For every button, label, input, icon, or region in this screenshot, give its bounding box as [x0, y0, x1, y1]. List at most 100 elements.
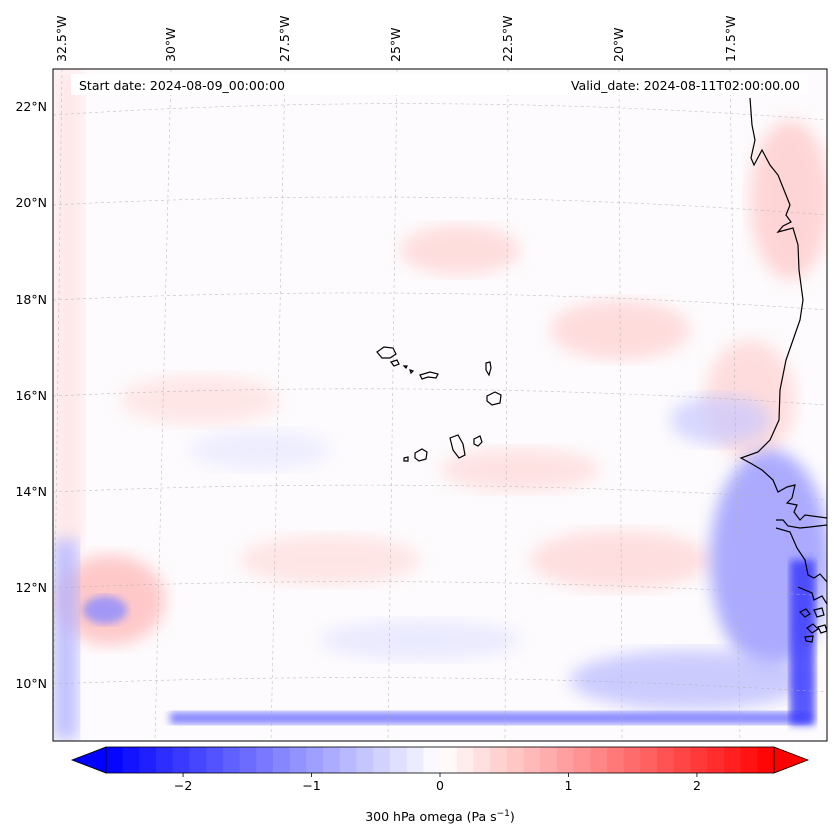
gridline-lon — [53, 69, 63, 741]
coastline-senegal — [739, 97, 827, 521]
field-south-band — [170, 712, 810, 724]
island-fogo — [414, 448, 428, 462]
colorbar-step — [156, 747, 174, 773]
colorbar-extend-max — [773, 746, 810, 774]
field-blob — [400, 225, 520, 275]
lon-label: 20°W — [611, 27, 626, 62]
lat-label: 20°N — [15, 195, 47, 210]
field-sw-blue — [83, 596, 127, 624]
colorbar-step — [473, 747, 491, 773]
colorbar-step — [239, 747, 257, 773]
lat-label: 10°N — [15, 676, 47, 691]
field-blob — [670, 395, 770, 445]
colorbar-step — [406, 747, 424, 773]
omega-field — [53, 69, 827, 740]
colorbar-step — [590, 747, 608, 773]
lat-label: 16°N — [15, 388, 47, 403]
colorbar-step — [607, 747, 625, 773]
colorbar-step — [189, 747, 207, 773]
colorbar-tick-label: 1 — [564, 778, 572, 793]
gridline-lon — [270, 69, 286, 741]
field-blob — [550, 300, 690, 360]
colorbar-step — [456, 747, 474, 773]
colorbar-step — [657, 747, 675, 773]
gridline-lat — [53, 484, 827, 501]
colorbar-label: 300 hPa omega (Pa s−1) — [365, 809, 515, 824]
island-santo-antao — [376, 346, 397, 359]
colorbar: −2 −1 0 1 2 300 hPa omega (Pa s−1) — [70, 746, 810, 824]
start-date-label: Start date: 2024-08-09_00:00:00 — [79, 78, 285, 93]
colorbar-step — [289, 747, 307, 773]
colorbar-step — [373, 747, 391, 773]
field-blob — [750, 120, 827, 280]
colorbar-step — [323, 747, 341, 773]
lon-label: 27.5°W — [277, 16, 292, 62]
gridline-lon — [618, 69, 623, 741]
field-east-band — [790, 560, 815, 725]
colorbar-tick-label: −2 — [174, 778, 192, 793]
lon-label: 17.5°W — [723, 16, 738, 62]
gridline-lat — [53, 196, 827, 216]
longitude-labels: 32.5°W 30°W 27.5°W 25°W 22.5°W 20°W 17.5… — [54, 16, 738, 62]
colorbar-step — [490, 747, 508, 773]
colorbar-step — [256, 747, 274, 773]
colorbar-step — [740, 747, 758, 773]
colorbar-tick-label: −1 — [302, 778, 320, 793]
colorbar-step — [222, 747, 241, 773]
coastline-islet — [806, 623, 819, 634]
field-blob — [440, 448, 600, 492]
graticule — [53, 69, 827, 741]
map-panel — [53, 69, 827, 741]
lon-label: 25°W — [388, 27, 403, 62]
field-left-blue — [53, 540, 78, 740]
lon-label: 22.5°W — [500, 16, 515, 62]
gridline-lat — [53, 581, 827, 597]
colorbar-step — [440, 747, 458, 773]
colorbar-step — [273, 747, 291, 773]
gridline-lon — [387, 69, 398, 741]
african-coastline — [739, 97, 827, 643]
colorbar-step — [707, 747, 725, 773]
gridline-lat — [53, 677, 827, 693]
islet — [409, 369, 415, 375]
island-santiago — [449, 434, 466, 459]
coastline-guinea-bissau — [797, 586, 827, 605]
colorbar-step — [306, 747, 324, 773]
island-sal — [485, 361, 492, 377]
colorbar-step — [506, 747, 525, 773]
field-left-pink — [53, 69, 83, 549]
gridline-lon — [504, 69, 509, 741]
colorbar-step — [690, 747, 708, 773]
colorbar-step — [106, 747, 124, 773]
island-brava — [403, 456, 409, 462]
island-santa-luzia — [402, 365, 408, 370]
colorbar-step — [523, 747, 541, 773]
island-sao-nicolau — [419, 371, 439, 380]
colorbar-step — [573, 747, 591, 773]
gridline-lat — [53, 103, 827, 121]
island-sao-vicente — [390, 359, 400, 367]
lon-label: 32.5°W — [54, 16, 69, 62]
valid-date-label: Valid_date: 2024-08-11T02:00:00.00 — [571, 78, 800, 93]
date-box — [71, 74, 808, 95]
coastline-casamance — [775, 527, 827, 583]
field-blob — [320, 620, 520, 660]
colorbar-step — [339, 747, 358, 773]
colorbar-extend-min — [70, 746, 107, 774]
island-boa-vista — [486, 391, 502, 406]
coastline-islet — [798, 608, 811, 618]
coastline-islet — [817, 624, 827, 634]
gridline-lon — [154, 69, 172, 741]
gridline-lat — [53, 388, 827, 406]
coastline-islet — [813, 607, 825, 618]
map-frame — [52, 68, 828, 742]
coastline-islet — [804, 635, 814, 643]
cape-verde-islands — [376, 346, 502, 462]
colorbar-step — [673, 747, 692, 773]
lat-label: 14°N — [15, 484, 47, 499]
colorbar-step — [623, 747, 641, 773]
colorbar-step — [757, 747, 775, 773]
field-blob — [190, 430, 330, 470]
colorbar-tick-label: 2 — [693, 778, 701, 793]
